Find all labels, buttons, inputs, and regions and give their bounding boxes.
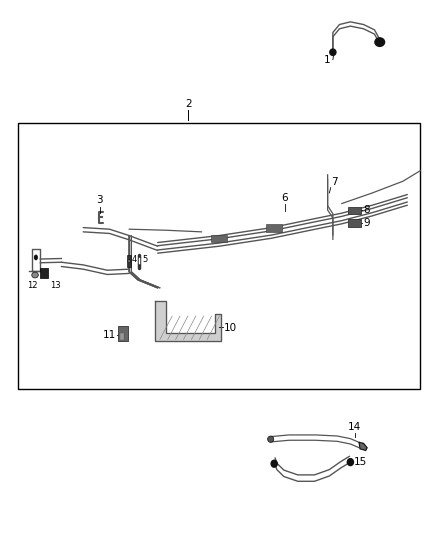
Text: 2: 2 bbox=[185, 99, 192, 109]
Ellipse shape bbox=[271, 460, 277, 467]
Text: 10: 10 bbox=[223, 323, 237, 333]
Ellipse shape bbox=[268, 436, 274, 442]
Ellipse shape bbox=[347, 458, 353, 466]
Polygon shape bbox=[359, 442, 367, 450]
Bar bbox=[18, 123, 420, 389]
Text: 15: 15 bbox=[354, 457, 367, 467]
Bar bbox=[120, 333, 124, 340]
Bar bbox=[211, 235, 227, 242]
Text: 8: 8 bbox=[363, 205, 370, 215]
Bar bbox=[348, 207, 361, 214]
Text: 12: 12 bbox=[27, 281, 38, 290]
Ellipse shape bbox=[32, 272, 38, 278]
Ellipse shape bbox=[35, 255, 37, 260]
Ellipse shape bbox=[127, 260, 131, 263]
Text: 14: 14 bbox=[348, 422, 361, 432]
Text: 5: 5 bbox=[142, 255, 148, 264]
Ellipse shape bbox=[375, 38, 385, 46]
Ellipse shape bbox=[330, 49, 336, 55]
Bar bbox=[127, 255, 131, 266]
Text: 13: 13 bbox=[50, 281, 60, 290]
Text: 7: 7 bbox=[331, 176, 337, 187]
Text: 4: 4 bbox=[131, 255, 137, 264]
Text: 3: 3 bbox=[96, 195, 103, 205]
Bar bbox=[266, 224, 282, 232]
Polygon shape bbox=[155, 301, 221, 341]
Bar bbox=[118, 326, 128, 341]
Bar bbox=[40, 268, 48, 278]
Text: 11: 11 bbox=[103, 330, 116, 340]
Text: 1: 1 bbox=[324, 55, 331, 65]
Bar bbox=[348, 219, 361, 227]
Text: 6: 6 bbox=[281, 192, 288, 203]
Text: 9: 9 bbox=[363, 218, 370, 228]
